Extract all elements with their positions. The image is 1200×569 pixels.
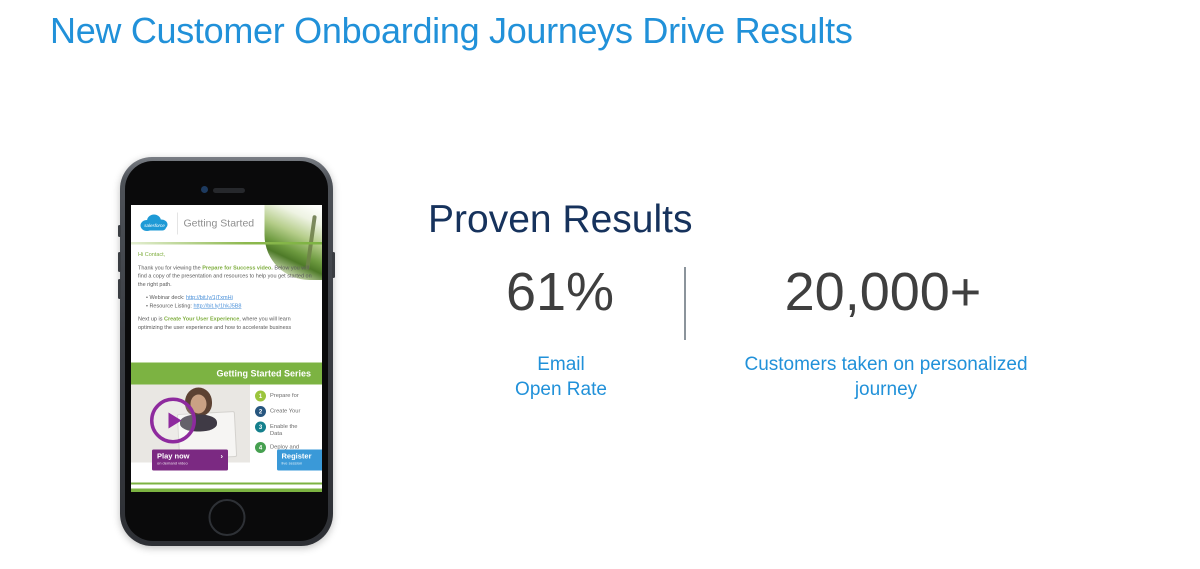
phone-bezel: salesforce Getting Started Hi Contact, T…: [125, 161, 328, 541]
header-divider: [177, 212, 178, 235]
power-button: [332, 252, 335, 278]
series-banner: Getting Started Series: [131, 362, 322, 385]
series-step: 4 Deploy and: [255, 441, 322, 453]
email-bullet: Webinar deck: http://bit.ly/1jTxmHi: [146, 294, 314, 302]
step-label: Create Your: [270, 408, 301, 414]
play-icon[interactable]: [150, 397, 196, 444]
stat-label-line: Email: [537, 354, 585, 375]
bullet-label: Webinar deck:: [149, 294, 187, 301]
email-header-title: Getting Started: [183, 217, 255, 230]
salesforce-logo-text: salesforce: [144, 223, 165, 228]
step-label-line2: Data: [270, 430, 283, 437]
series-step: 2 Create Your: [255, 406, 322, 417]
email-footer: [131, 482, 322, 492]
header-rule: [131, 242, 322, 245]
series-step: 1 Prepare for: [255, 390, 322, 402]
resource-listing-link[interactable]: http://bit.ly/1hkJ5B8: [193, 302, 242, 309]
register-button[interactable]: Register live session: [277, 449, 322, 471]
results-heading: Proven Results: [428, 198, 693, 241]
series-banner-title: Getting Started Series: [216, 368, 311, 379]
stat-divider: [684, 267, 686, 340]
email-paragraph: Next up is Create Your User Experience, …: [138, 315, 314, 332]
slide-title: New Customer Onboarding Journeys Drive R…: [50, 10, 853, 51]
iphone-mockup: salesforce Getting Started Hi Contact, T…: [118, 157, 335, 546]
webinar-deck-link[interactable]: http://bit.ly/1jTxmHi: [186, 294, 233, 301]
person-face: [190, 394, 207, 414]
step-label: Deploy and: [270, 443, 300, 450]
email-message: salesforce Getting Started Hi Contact, T…: [131, 205, 322, 492]
step-number-badge: 2: [255, 406, 266, 417]
email-buttons-row: Play now › on demand video Register live …: [131, 449, 322, 480]
email-greeting: Hi Contact,: [138, 251, 166, 258]
stat-label-line: journey: [854, 379, 918, 400]
email-text: Below you will find a copy of the presen…: [138, 264, 312, 288]
register-label: Register: [281, 452, 312, 461]
email-header: salesforce Getting Started: [131, 205, 322, 242]
email-body: Hi Contact, Thank you for viewing the Pr…: [131, 245, 322, 363]
phone-screen: salesforce Getting Started Hi Contact, T…: [131, 205, 322, 492]
stat-label-line: Customers taken on personalized: [744, 354, 1028, 375]
footer-rule-thick: [131, 488, 322, 492]
speaker-icon: [213, 188, 245, 193]
volume-up-button: [118, 252, 121, 272]
email-text: , where you will learn optimizing the us…: [138, 316, 292, 331]
email-highlight: Prepare for Success video.: [202, 264, 273, 271]
play-now-button[interactable]: Play now › on demand video: [152, 449, 228, 471]
footer-rule-thin: [131, 482, 322, 485]
arrow-right-icon: ›: [220, 452, 224, 461]
register-subtext: live session: [281, 461, 303, 466]
step-number-badge: 1: [255, 390, 266, 402]
email-highlight: Create Your User Experience: [163, 316, 240, 322]
salesforce-logo: salesforce: [140, 214, 168, 231]
step-label: Prepare for: [270, 392, 299, 399]
email-bullet-list: Webinar deck: http://bit.ly/1jTxmHi Reso…: [146, 294, 314, 311]
step-label: Enable the: [270, 423, 298, 430]
play-now-subtext: on demand video: [157, 461, 188, 466]
play-now-label: Play now: [157, 452, 190, 461]
bullet-label: Resource Listing:: [149, 302, 194, 309]
home-button: [208, 499, 245, 536]
email-paragraph: Thank you for viewing the Prepare for Su…: [138, 264, 314, 289]
email-text: Thank you for viewing the: [138, 264, 203, 271]
stat-value-email-open-rate: 61%: [505, 262, 615, 322]
email-bullet: Resource Listing: http://bit.ly/1hkJ5B8: [146, 302, 314, 310]
stat-label-email-open-rate: Email Open Rate: [461, 352, 661, 402]
stat-label-customers: Customers taken on personalized journey: [706, 352, 1066, 402]
email-text: Next up is: [138, 316, 164, 322]
play-triangle-icon: [168, 412, 182, 429]
stat-value-customers: 20,000+: [784, 262, 982, 322]
step-number-badge: 3: [255, 421, 266, 433]
camera-icon: [201, 186, 208, 193]
step-number-badge: 4: [255, 441, 266, 453]
volume-down-button: [118, 279, 121, 299]
stat-label-line: Open Rate: [515, 379, 607, 400]
mute-switch: [118, 225, 121, 237]
series-step: 3 Enable the Data: [255, 421, 322, 438]
